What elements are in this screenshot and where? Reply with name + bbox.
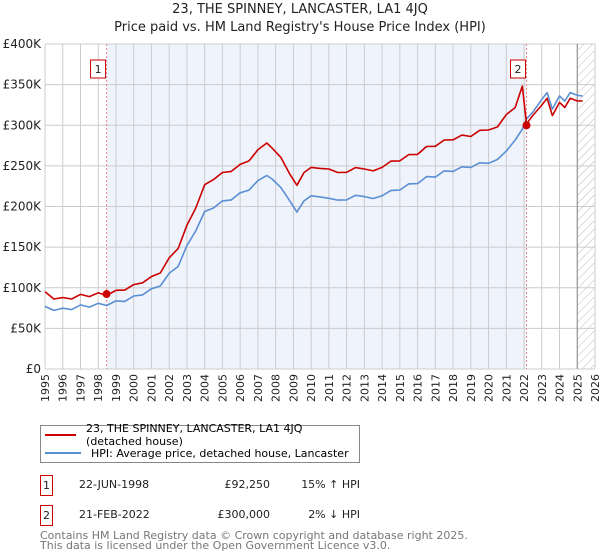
x-tick-label: 2026 bbox=[589, 374, 600, 402]
legend-swatch-red bbox=[45, 434, 77, 436]
transaction-price: £300,000 bbox=[217, 508, 271, 521]
x-tick-label: 1996 bbox=[57, 374, 70, 402]
sale-badge-box bbox=[510, 59, 527, 79]
x-tick-label: 2021 bbox=[500, 374, 513, 402]
x-tick-label: 2025 bbox=[571, 374, 584, 402]
x-tick-label: 2016 bbox=[412, 374, 425, 402]
x-tick-label: 2013 bbox=[358, 374, 371, 402]
legend: 23, THE SPINNEY, LANCASTER, LA1 4JQ (det… bbox=[40, 422, 360, 463]
transaction-price: £92,250 bbox=[224, 478, 271, 491]
transaction-hpi: 2% ↓ HPI bbox=[308, 508, 360, 521]
x-tick-label: 2006 bbox=[234, 374, 247, 402]
x-tick-label: 1997 bbox=[74, 374, 87, 402]
footer-copyright: Contains HM Land Registry data © Crown c… bbox=[40, 529, 468, 542]
sale-point bbox=[522, 121, 531, 130]
chart-title: 23, THE SPINNEY, LANCASTER, LA1 4JQ bbox=[172, 2, 428, 17]
series-line bbox=[44, 85, 583, 300]
y-tick-label: £100K bbox=[3, 281, 43, 295]
x-tick-label: 2011 bbox=[323, 374, 336, 402]
x-tick-label: 2023 bbox=[536, 374, 549, 402]
x-tick-label: 2007 bbox=[252, 374, 265, 402]
x-tick-label: 1995 bbox=[39, 374, 52, 402]
x-tick-label: 2009 bbox=[287, 374, 300, 402]
x-tick-label: 2003 bbox=[181, 374, 194, 402]
y-tick-label: £350K bbox=[3, 78, 43, 92]
y-tick-label: £0 bbox=[26, 362, 41, 376]
x-tick-label: 2001 bbox=[145, 374, 158, 402]
x-tick-label: 2020 bbox=[483, 374, 496, 402]
x-tick-label: 2012 bbox=[341, 374, 354, 402]
legend-item-hpi: HPI: Average price, detached house, Lanc… bbox=[45, 445, 349, 461]
x-tick-label: 2017 bbox=[429, 374, 442, 402]
sale-point bbox=[102, 290, 111, 299]
y-tick-label: £50K bbox=[10, 321, 42, 335]
x-tick-label: 2018 bbox=[447, 374, 460, 402]
x-tick-label: 2004 bbox=[199, 374, 212, 402]
y-tick-label: £400K bbox=[3, 37, 43, 51]
y-tick-label: £250K bbox=[3, 159, 43, 173]
sale-badge-label: 2 bbox=[515, 63, 522, 76]
x-tick-label: 2014 bbox=[376, 374, 389, 402]
legend-swatch-blue bbox=[45, 452, 81, 454]
y-tick-label: £150K bbox=[3, 240, 43, 254]
x-tick-label: 2015 bbox=[394, 374, 407, 402]
x-tick-label: 2002 bbox=[163, 374, 176, 402]
marker-badge: 2 bbox=[40, 505, 53, 526]
x-tick-label: 2008 bbox=[270, 374, 283, 402]
transaction-date: 22-JUN-1998 bbox=[79, 478, 150, 491]
marker-badge: 1 bbox=[40, 475, 53, 496]
price-chart: 1995 1996 1997 1998 1999 2000 2001 2002 2003 2004… bbox=[3, 37, 600, 402]
x-tick-label: 2005 bbox=[216, 374, 229, 402]
x-tick-label: 2000 bbox=[128, 374, 141, 402]
legend-label: 23, THE SPINNEY, LANCASTER, LA1 4JQ (det… bbox=[86, 422, 303, 448]
transaction-row: 2 21-FEB-2022 £300,000 2% ↓ HPI bbox=[40, 505, 440, 527]
x-tick-label: 1999 bbox=[110, 374, 123, 402]
x-tick-label: 1998 bbox=[92, 374, 105, 402]
legend-item-property: 23, THE SPINNEY, LANCASTER, LA1 4JQ (det… bbox=[45, 422, 359, 448]
transaction-date: 21-FEB-2022 bbox=[79, 508, 150, 521]
x-tick-label: 2024 bbox=[554, 374, 567, 402]
sale-badge-label: 1 bbox=[95, 63, 102, 76]
legend-label: HPI: Average price, detached house, Lanc… bbox=[91, 446, 349, 460]
series-line bbox=[44, 91, 583, 312]
x-tick-label: 2019 bbox=[465, 374, 478, 402]
footer-licence: This data is licensed under the Open Gov… bbox=[40, 539, 391, 552]
sale-badge-box bbox=[90, 59, 107, 79]
x-tick-label: 2022 bbox=[518, 374, 531, 402]
x-tick-label: 2010 bbox=[305, 374, 318, 402]
transaction-hpi: 15% ↑ HPI bbox=[301, 478, 360, 491]
y-tick-label: £300K bbox=[3, 118, 43, 132]
y-tick-label: £200K bbox=[3, 200, 43, 214]
transaction-row: 1 22-JUN-1998 £92,250 15% ↑ HPI bbox=[40, 475, 440, 497]
footer: Contains HM Land Registry data © Crown c… bbox=[40, 529, 468, 552]
chart-subtitle: Price paid vs. HM Land Registry's House … bbox=[114, 20, 486, 35]
